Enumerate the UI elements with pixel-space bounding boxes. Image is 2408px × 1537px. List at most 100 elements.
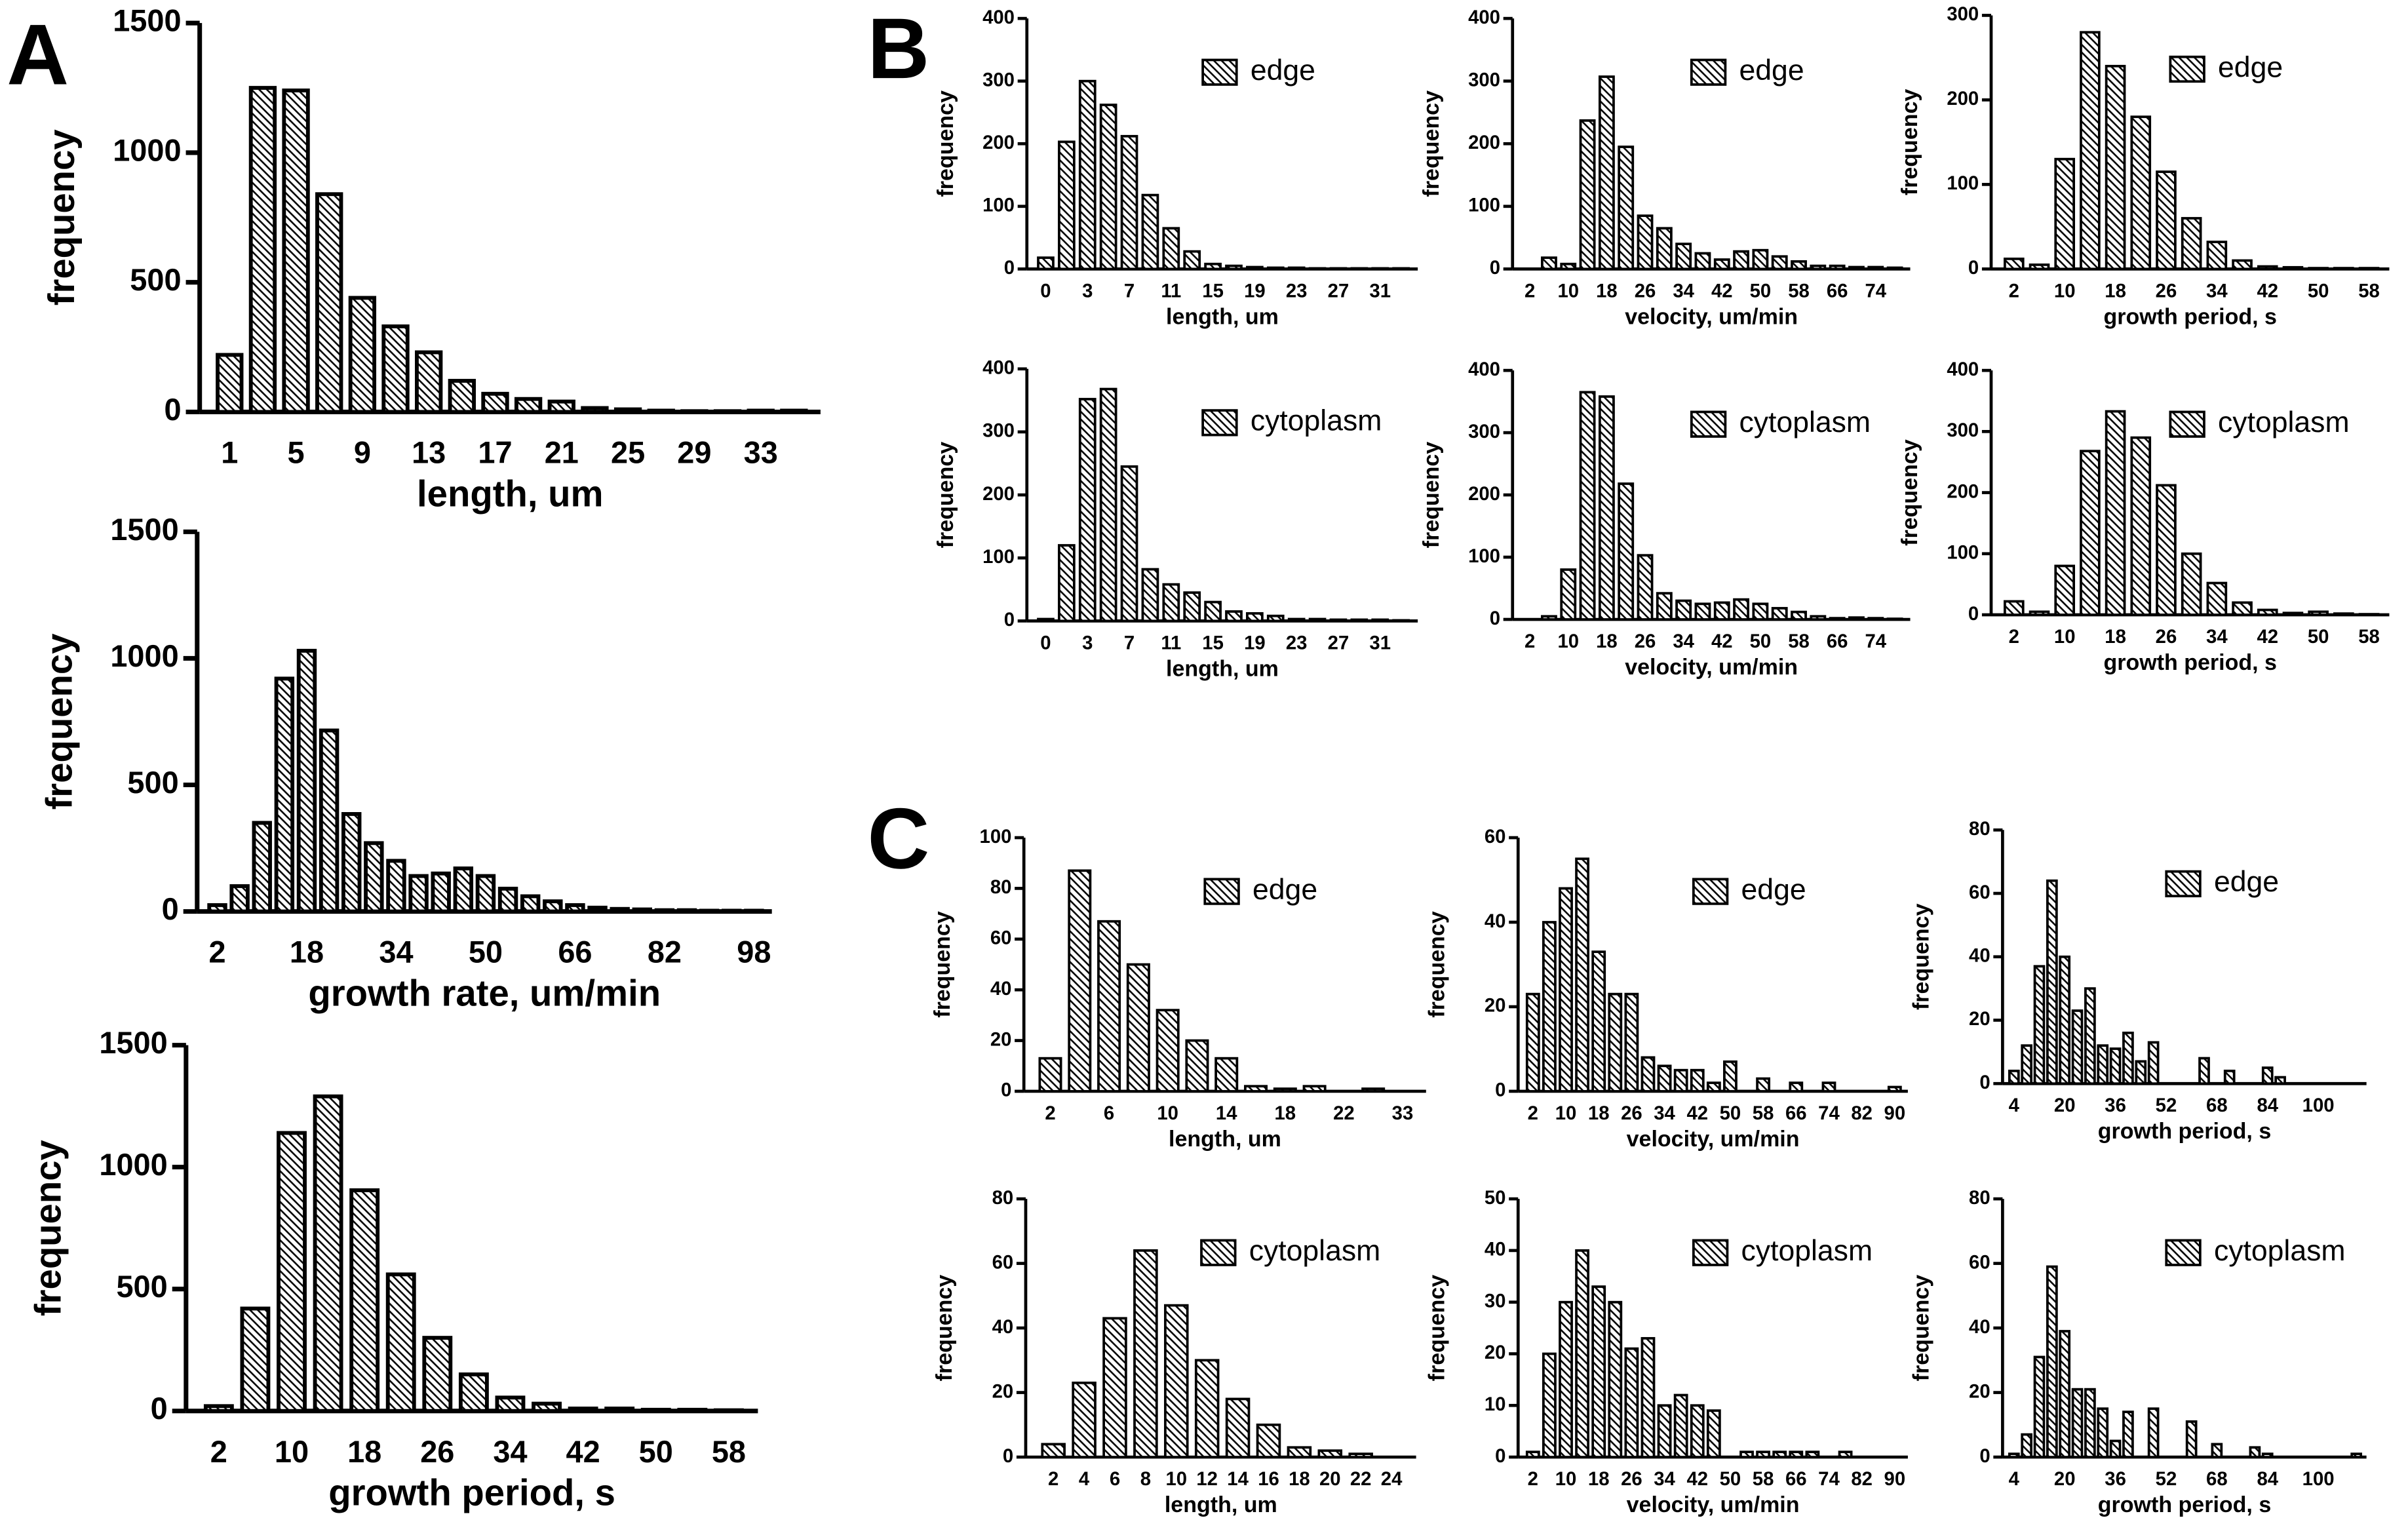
bar bbox=[1097, 920, 1121, 1093]
x-tick-label: 31 bbox=[1369, 280, 1391, 302]
x-tick-label: 18 bbox=[1588, 1102, 1610, 1124]
bar bbox=[1829, 617, 1846, 621]
x-tick-label: 10 bbox=[1165, 1468, 1187, 1490]
bar bbox=[1246, 612, 1264, 623]
x-tick-label: 2 bbox=[1524, 631, 1535, 652]
bar bbox=[1194, 1359, 1220, 1458]
x-tick-label: 34 bbox=[2206, 626, 2228, 648]
bar bbox=[1675, 599, 1692, 621]
y-tick-label: 200 bbox=[1947, 88, 1979, 109]
x-tick-label: 1 bbox=[221, 436, 238, 470]
bar bbox=[1559, 887, 1573, 1093]
bar bbox=[2097, 1044, 2109, 1085]
x-tick-label: 10 bbox=[1157, 1102, 1178, 1124]
y-tick-label: 100 bbox=[1468, 195, 1500, 216]
bar bbox=[2033, 965, 2046, 1085]
bar bbox=[481, 391, 509, 414]
x-axis-label: length, um bbox=[1166, 304, 1279, 329]
bar bbox=[2080, 450, 2101, 616]
bar bbox=[364, 841, 384, 914]
legend-swatch bbox=[2165, 870, 2202, 898]
x-tick-label: 4 bbox=[2009, 1468, 2020, 1490]
bar bbox=[2097, 1407, 2109, 1458]
x-axis-label: velocity, um/min bbox=[1625, 655, 1798, 680]
bar bbox=[1204, 600, 1222, 623]
bar bbox=[1637, 554, 1654, 621]
y-tick-label: 0 bbox=[1490, 608, 1500, 629]
panel-label: A bbox=[7, 6, 69, 102]
x-tick-label: 66 bbox=[1785, 1102, 1807, 1124]
bar bbox=[319, 728, 340, 914]
x-tick-label: 50 bbox=[1750, 631, 1772, 652]
bar bbox=[216, 353, 244, 414]
y-tick-label: 0 bbox=[1490, 257, 1500, 279]
x-axis-label: growth period, s bbox=[2104, 650, 2277, 675]
bar bbox=[415, 350, 443, 414]
bar bbox=[1624, 1347, 1639, 1458]
bar bbox=[2257, 265, 2278, 271]
x-tick-label: 5 bbox=[288, 436, 305, 470]
y-tick-label: 400 bbox=[1468, 7, 1500, 28]
bar bbox=[1183, 591, 1201, 623]
bar bbox=[1598, 395, 1615, 621]
x-tick-label: 18 bbox=[347, 1435, 381, 1469]
bar bbox=[2358, 613, 2380, 616]
y-tick-label: 60 bbox=[1969, 882, 1990, 903]
legend-swatch bbox=[1200, 1239, 1237, 1266]
bar bbox=[1673, 1393, 1688, 1458]
x-tick-label: 12 bbox=[1196, 1468, 1218, 1490]
bar bbox=[2059, 955, 2071, 1085]
bar bbox=[348, 296, 377, 414]
x-axis-label: velocity, um/min bbox=[1625, 304, 1798, 329]
bar bbox=[408, 874, 429, 914]
y-axis-label: frequency bbox=[1424, 911, 1449, 1018]
x-tick-label: 7 bbox=[1124, 632, 1135, 653]
bar bbox=[1657, 1404, 1672, 1458]
bar bbox=[547, 399, 575, 414]
bar bbox=[2054, 564, 2076, 616]
y-tick-label: 0 bbox=[1001, 1080, 1011, 1101]
bar bbox=[475, 874, 496, 914]
bar bbox=[1102, 1317, 1127, 1458]
y-tick-label: 0 bbox=[1495, 1445, 1505, 1467]
x-tick-label: 19 bbox=[1244, 280, 1266, 302]
bar bbox=[1756, 1450, 1771, 1458]
bar bbox=[1723, 1060, 1738, 1093]
bar bbox=[654, 908, 675, 914]
x-tick-label: 0 bbox=[1040, 632, 1051, 653]
bar bbox=[1575, 1249, 1590, 1458]
y-axis-label: frequency bbox=[933, 442, 958, 549]
y-tick-label: 200 bbox=[982, 132, 1015, 153]
legend-label: cytoplasm bbox=[2218, 406, 2350, 438]
y-tick-label: 60 bbox=[1485, 826, 1506, 847]
bar bbox=[2135, 1060, 2147, 1085]
bar bbox=[2185, 1420, 2198, 1458]
bar bbox=[448, 379, 476, 414]
x-tick-label: 2 bbox=[210, 1435, 227, 1469]
bar bbox=[207, 903, 227, 914]
x-axis-label: length, um bbox=[417, 473, 603, 514]
x-tick-label: 11 bbox=[1161, 632, 1181, 653]
y-tick-label: 20 bbox=[992, 1380, 1014, 1402]
bar bbox=[780, 408, 808, 414]
bar bbox=[203, 1404, 234, 1413]
bar bbox=[1266, 266, 1285, 271]
y-tick-label: 100 bbox=[982, 195, 1015, 216]
y-tick-label: 80 bbox=[1969, 818, 1990, 840]
y-tick-label: 500 bbox=[130, 263, 181, 297]
bar bbox=[2109, 1439, 2122, 1458]
bar bbox=[1690, 1068, 1705, 1093]
y-tick-label: 40 bbox=[1485, 910, 1506, 932]
bar bbox=[2156, 484, 2177, 616]
bar bbox=[2156, 170, 2177, 271]
bar bbox=[1713, 258, 1730, 271]
y-axis-label: frequency bbox=[932, 1275, 957, 1382]
bar bbox=[1772, 1450, 1787, 1458]
bar bbox=[1618, 482, 1635, 621]
bar bbox=[1371, 618, 1389, 623]
bar bbox=[514, 397, 543, 414]
x-tick-label: 33 bbox=[744, 436, 778, 470]
x-tick-label: 42 bbox=[1686, 1468, 1708, 1490]
bar bbox=[2105, 410, 2126, 616]
x-tick-label: 2 bbox=[2009, 280, 2019, 302]
